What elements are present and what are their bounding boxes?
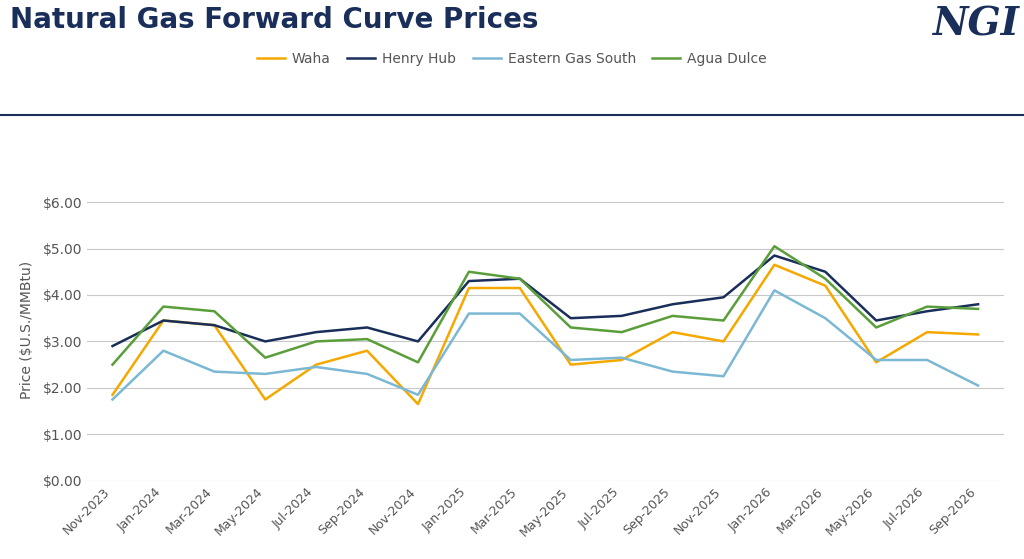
Henry Hub [514, 276, 526, 282]
Eastern Gas South [463, 310, 475, 317]
Eastern Gas South [564, 357, 577, 363]
Agua Dulce [718, 317, 730, 324]
Eastern Gas South [208, 368, 220, 375]
Eastern Gas South [870, 357, 883, 363]
Eastern Gas South [972, 382, 984, 389]
Waha [514, 285, 526, 291]
Agua Dulce [972, 306, 984, 312]
Waha [158, 317, 170, 324]
Agua Dulce [158, 303, 170, 310]
Agua Dulce [564, 324, 577, 331]
Line: Eastern Gas South: Eastern Gas South [113, 290, 978, 400]
Waha [564, 361, 577, 368]
Agua Dulce [208, 308, 220, 315]
Waha [819, 282, 831, 289]
Waha [463, 285, 475, 291]
Eastern Gas South [259, 371, 271, 377]
Agua Dulce [615, 329, 628, 335]
Henry Hub [360, 324, 373, 331]
Agua Dulce [463, 268, 475, 275]
Waha [208, 322, 220, 329]
Henry Hub [208, 322, 220, 329]
Agua Dulce [106, 361, 119, 368]
Agua Dulce [819, 276, 831, 282]
Eastern Gas South [921, 357, 933, 363]
Eastern Gas South [718, 373, 730, 380]
Henry Hub [972, 301, 984, 307]
Henry Hub [718, 294, 730, 301]
Waha [768, 262, 780, 268]
Henry Hub [564, 315, 577, 321]
Waha [615, 357, 628, 363]
Agua Dulce [870, 324, 883, 331]
Eastern Gas South [514, 310, 526, 317]
Line: Waha: Waha [113, 265, 978, 404]
Henry Hub [412, 338, 424, 345]
Waha [259, 396, 271, 403]
Eastern Gas South [667, 368, 679, 375]
Henry Hub [259, 338, 271, 345]
Henry Hub [310, 329, 323, 335]
Waha [972, 331, 984, 338]
Waha [718, 338, 730, 345]
Eastern Gas South [615, 354, 628, 361]
Henry Hub [106, 343, 119, 349]
Text: Natural Gas Forward Curve Prices: Natural Gas Forward Curve Prices [10, 6, 539, 34]
Eastern Gas South [768, 287, 780, 293]
Henry Hub [615, 312, 628, 319]
Agua Dulce [921, 303, 933, 310]
Waha [412, 401, 424, 408]
Waha [106, 391, 119, 398]
Eastern Gas South [412, 391, 424, 398]
Henry Hub [667, 301, 679, 307]
Henry Hub [463, 278, 475, 285]
Henry Hub [921, 308, 933, 315]
Y-axis label: Price ($U.S./MMBtu): Price ($U.S./MMBtu) [20, 260, 34, 399]
Agua Dulce [259, 354, 271, 361]
Agua Dulce [768, 243, 780, 249]
Line: Henry Hub: Henry Hub [113, 255, 978, 346]
Line: Agua Dulce: Agua Dulce [113, 246, 978, 364]
Eastern Gas South [819, 315, 831, 321]
Waha [921, 329, 933, 335]
Waha [360, 347, 373, 354]
Waha [310, 361, 323, 368]
Agua Dulce [412, 359, 424, 366]
Henry Hub [819, 268, 831, 275]
Agua Dulce [360, 336, 373, 343]
Eastern Gas South [310, 363, 323, 370]
Waha [870, 359, 883, 366]
Eastern Gas South [106, 396, 119, 403]
Agua Dulce [514, 276, 526, 282]
Legend: Waha, Henry Hub, Eastern Gas South, Agua Dulce: Waha, Henry Hub, Eastern Gas South, Agua… [252, 46, 772, 71]
Eastern Gas South [158, 347, 170, 354]
Henry Hub [870, 317, 883, 324]
Text: NGI: NGI [932, 6, 1019, 44]
Waha [667, 329, 679, 335]
Henry Hub [768, 252, 780, 259]
Agua Dulce [310, 338, 323, 345]
Eastern Gas South [360, 371, 373, 377]
Henry Hub [158, 317, 170, 324]
Agua Dulce [667, 312, 679, 319]
